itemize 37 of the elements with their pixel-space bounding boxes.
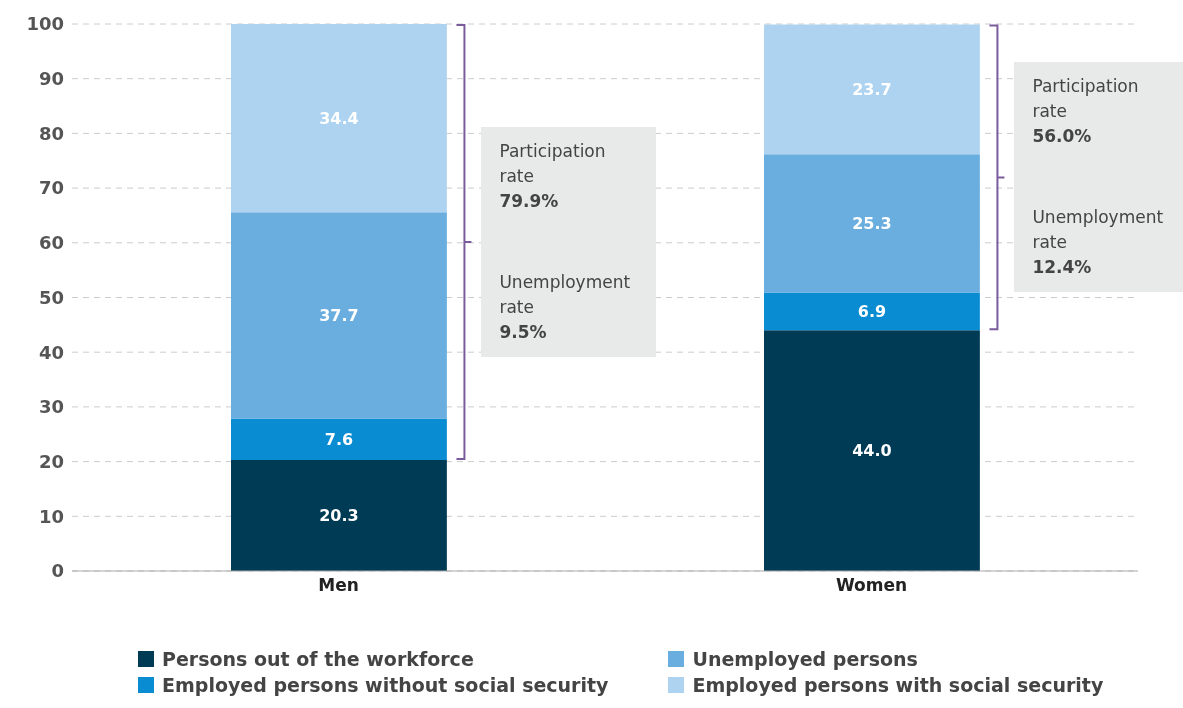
y-tick-label: 100 <box>26 13 64 35</box>
x-tick-label: Men <box>318 575 359 596</box>
data-label: 7.6 <box>324 429 354 449</box>
data-label: 20.3 <box>319 506 359 526</box>
y-tick-label: 70 <box>38 177 64 199</box>
bar <box>231 24 447 213</box>
y-tick-label: 30 <box>38 396 64 418</box>
y-tick-label: 10 <box>38 505 64 527</box>
y-tick-label: 60 <box>38 232 64 254</box>
data-label: 6.9 <box>857 302 887 322</box>
bar <box>764 24 980 155</box>
data-label: 23.7 <box>852 80 892 100</box>
y-tick-label: 50 <box>38 286 64 308</box>
bar <box>231 212 447 419</box>
legend-label: Persons out of the workforce <box>162 648 474 670</box>
annotation: Unemployment rate 9.5% <box>499 270 632 344</box>
y-tick-label: 90 <box>38 68 64 90</box>
data-label: 37.7 <box>319 305 359 325</box>
bar <box>764 292 980 331</box>
x-tick-label: Women <box>835 575 908 596</box>
bar <box>764 330 980 571</box>
data-label: 44.0 <box>852 441 892 461</box>
y-tick-label: 20 <box>38 450 64 472</box>
annotation: Participation rate 56.0% <box>1032 75 1140 149</box>
bar <box>231 459 447 571</box>
legend-label: Employed persons with social security <box>692 674 1104 696</box>
y-tick-label: 80 <box>38 122 64 144</box>
data-label: 34.4 <box>319 108 359 128</box>
data-label: 25.3 <box>852 214 892 234</box>
bar <box>764 154 980 293</box>
legend-label: Employed persons without social security <box>162 674 609 696</box>
annotation: Unemployment rate 12.4% <box>1032 206 1165 280</box>
annotation: Participation rate 79.9% <box>499 139 607 213</box>
bar <box>231 418 447 460</box>
legend-label: Unemployed persons <box>692 648 918 670</box>
y-tick-label: 40 <box>38 341 64 363</box>
y-tick-label: 0 <box>51 560 64 582</box>
